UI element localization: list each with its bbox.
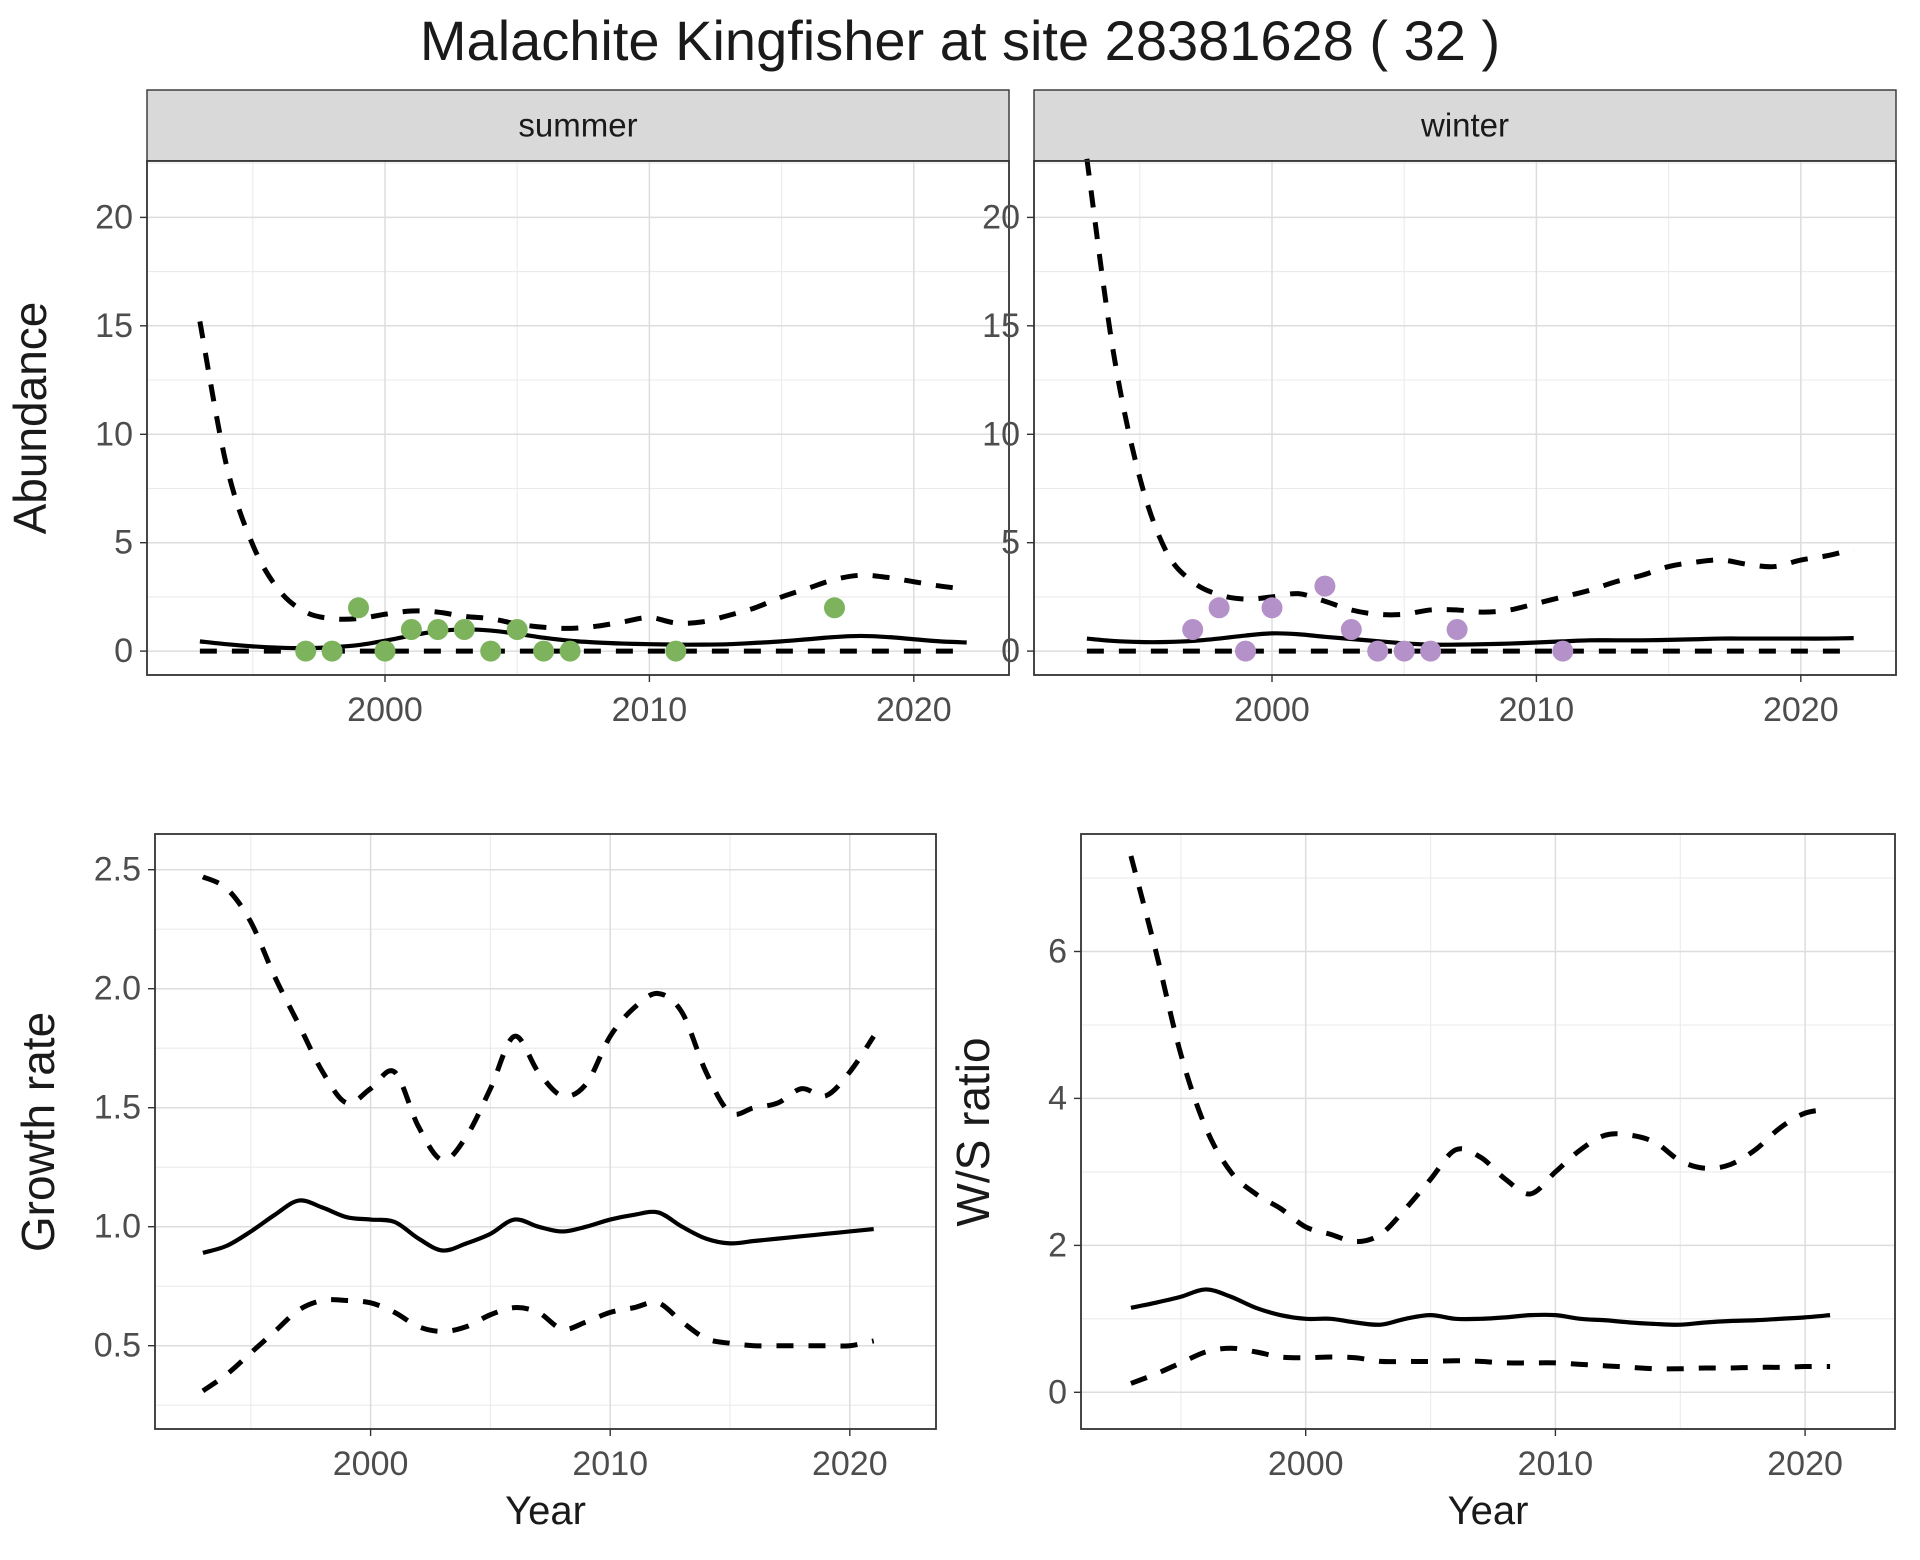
svg-text:2020: 2020: [1767, 1445, 1843, 1483]
svg-text:2000: 2000: [1268, 1445, 1344, 1483]
svg-text:6: 6: [1048, 933, 1067, 971]
svg-text:2010: 2010: [1518, 1445, 1594, 1483]
svg-text:4: 4: [1048, 1079, 1067, 1117]
svg-text:0: 0: [1048, 1373, 1067, 1411]
svg-text:Year: Year: [1448, 1489, 1529, 1533]
svg-text:2: 2: [1048, 1226, 1067, 1264]
